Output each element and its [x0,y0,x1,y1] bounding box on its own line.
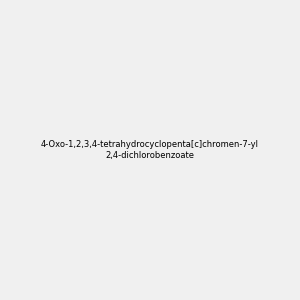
Text: 4-Oxo-1,2,3,4-tetrahydrocyclopenta[c]chromen-7-yl 2,4-dichlorobenzoate: 4-Oxo-1,2,3,4-tetrahydrocyclopenta[c]chr… [41,140,259,160]
